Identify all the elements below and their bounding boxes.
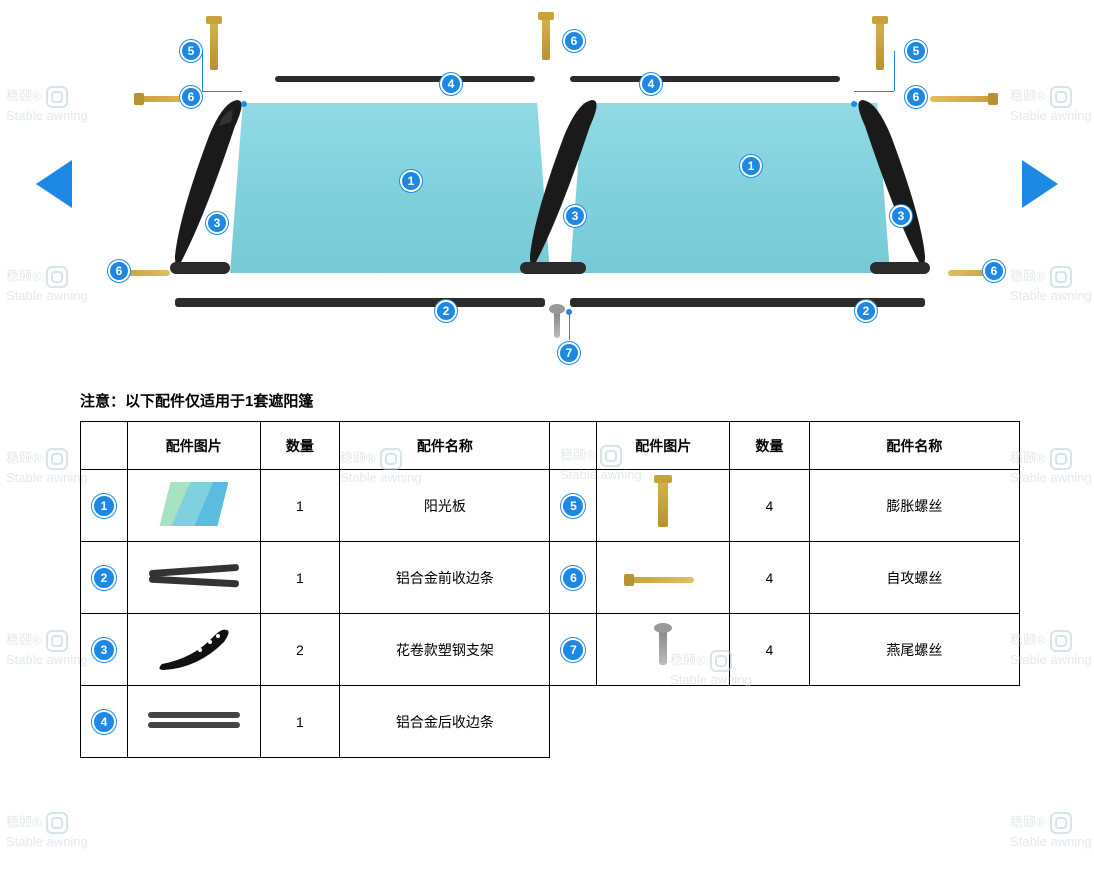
sun-panel-right [570, 103, 890, 273]
table-row: 4 1 铝合金后收边条 [81, 686, 1020, 758]
bracket-foot [170, 262, 230, 274]
part-qty: 1 [260, 542, 340, 614]
dovetail-screw-icon [554, 312, 560, 338]
part-badge: 1 [92, 494, 116, 518]
callout-badge-6: 6 [983, 260, 1005, 282]
part-qty: 4 [730, 614, 810, 686]
watermark: 稳颐®Stable awning [1010, 630, 1092, 669]
table-row: 2 1 铝合金前收边条 6 4 自攻螺丝 [81, 542, 1020, 614]
watermark: 稳颐®Stable awning [1010, 812, 1092, 851]
note-text: 注意：以下配件仅适用于1套遮阳篷 [80, 390, 1094, 411]
part-thumb-self-tapping-screw [632, 577, 694, 583]
callout-badge-5: 5 [905, 40, 927, 62]
callout-badge-3: 3 [564, 205, 586, 227]
part-badge: 2 [92, 566, 116, 590]
part-thumb-bracket [154, 624, 234, 672]
part-qty: 4 [730, 542, 810, 614]
sun-panel-left [230, 103, 550, 273]
part-qty: 2 [260, 614, 340, 686]
table-header-name: 配件名称 [340, 422, 550, 470]
part-name: 自攻螺丝 [809, 542, 1019, 614]
prev-arrow-icon[interactable] [36, 160, 72, 208]
table-header-img: 配件图片 [127, 422, 260, 470]
watermark: 稳颐®Stable awning [6, 812, 88, 851]
table-header-qty: 数量 [260, 422, 340, 470]
callout-badge-3: 3 [206, 212, 228, 234]
callout-badge-1: 1 [400, 170, 422, 192]
bracket-foot [870, 262, 930, 274]
callout-badge-2: 2 [435, 300, 457, 322]
part-thumb-expansion-bolt [658, 481, 668, 527]
watermark: 稳颐®Stable awning [6, 448, 88, 487]
part-thumb-front-strip [149, 567, 239, 585]
expansion-bolt-icon [876, 22, 884, 70]
self-tapping-screw-icon [126, 270, 170, 276]
expansion-bolt-icon [210, 22, 218, 70]
callout-badge-4: 4 [640, 73, 662, 95]
part-badge: 4 [92, 710, 116, 734]
part-name: 阳光板 [340, 470, 550, 542]
callout-badge-6: 6 [180, 86, 202, 108]
table-header-blank [550, 422, 597, 470]
expansion-bolt-icon [542, 18, 550, 60]
rear-strip-right [570, 76, 840, 82]
part-badge: 6 [561, 566, 585, 590]
callout-badge-5: 5 [180, 40, 202, 62]
part-badge: 3 [92, 638, 116, 662]
rear-strip-left [275, 76, 535, 82]
table-header-img: 配件图片 [597, 422, 730, 470]
part-name: 铝合金前收边条 [340, 542, 550, 614]
part-name: 燕尾螺丝 [809, 614, 1019, 686]
table-row: 3 2 花卷款塑钢支架 7 4 燕尾螺丝 [81, 614, 1020, 686]
bracket-foot [520, 262, 586, 274]
part-qty: 4 [730, 470, 810, 542]
front-strip-left [175, 298, 545, 307]
part-name: 膨胀螺丝 [809, 470, 1019, 542]
exploded-diagram: 56656441133366227 [0, 0, 1094, 360]
part-qty: 1 [260, 686, 340, 758]
table-header-name: 配件名称 [809, 422, 1019, 470]
bracket-right [855, 96, 925, 266]
self-tapping-screw-icon [930, 96, 990, 102]
callout-badge-1: 1 [740, 155, 762, 177]
callout-badge-6: 6 [108, 260, 130, 282]
callout-badge-2: 2 [855, 300, 877, 322]
bracket-left [175, 96, 245, 266]
part-badge: 5 [561, 494, 585, 518]
callout-badge-4: 4 [440, 73, 462, 95]
parts-table: 配件图片 数量 配件名称 配件图片 数量 配件名称 1 1 阳光板 5 4 膨胀… [80, 421, 1020, 758]
part-name: 花卷款塑钢支架 [340, 614, 550, 686]
callout-badge-3: 3 [890, 205, 912, 227]
part-thumb-dovetail-screw [659, 631, 667, 665]
table-row: 1 1 阳光板 5 4 膨胀螺丝 [81, 470, 1020, 542]
part-badge: 7 [561, 638, 585, 662]
bracket-mid [530, 96, 600, 266]
part-name: 铝合金后收边条 [340, 686, 550, 758]
callout-badge-6: 6 [905, 86, 927, 108]
table-header-qty: 数量 [730, 422, 810, 470]
callout-badge-7: 7 [558, 342, 580, 364]
next-arrow-icon[interactable] [1022, 160, 1058, 208]
part-qty: 1 [260, 470, 340, 542]
watermark: 稳颐®Stable awning [1010, 448, 1092, 487]
callout-badge-6: 6 [563, 30, 585, 52]
part-thumb-rear-strip [148, 712, 240, 728]
part-thumb-sunsheet [159, 482, 228, 526]
watermark: 稳颐®Stable awning [6, 630, 88, 669]
table-header-blank [81, 422, 128, 470]
